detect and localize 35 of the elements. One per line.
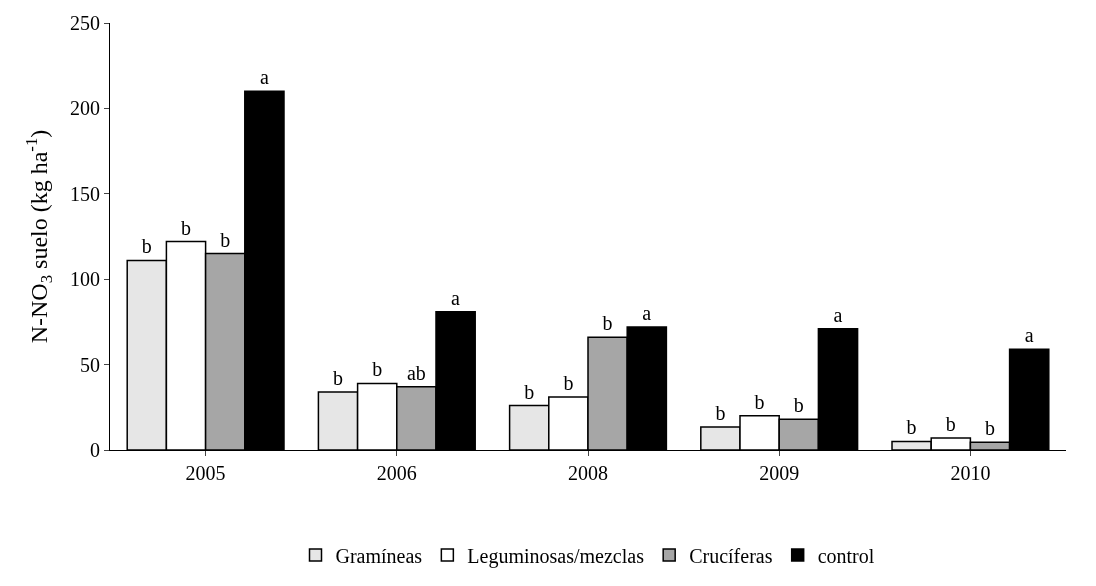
data-label: a (451, 286, 461, 309)
data-label: a (1024, 324, 1034, 347)
data-label: b (220, 228, 231, 251)
data-label: b (333, 366, 344, 389)
x-tick-label: 2005 (185, 462, 226, 484)
legend-label: Gramíneas (335, 544, 423, 567)
y-tick-label: 50 (80, 353, 100, 376)
data-label: b (715, 401, 726, 424)
data-label: b (906, 416, 917, 439)
data-label: b (985, 417, 995, 440)
data-label: b (793, 394, 804, 417)
data-label: b (141, 235, 152, 258)
x-tick-label: 2008 (568, 462, 608, 484)
data-label: a (642, 302, 652, 325)
data-label: b (524, 380, 535, 403)
y-tick-label: 0 (90, 439, 100, 461)
y-tick-label: 150 (70, 182, 100, 205)
legend-label: Leguminosas/mezclas (467, 544, 645, 568)
y-tick-label: 200 (70, 97, 100, 120)
data-label: b (181, 216, 191, 239)
y-tick-label: 250 (70, 12, 100, 34)
legend-label: control (817, 544, 875, 567)
legend-label: Crucíferas (689, 544, 773, 567)
y-tick-label: 100 (70, 268, 100, 291)
data-label: ab (406, 361, 426, 384)
data-label: b (754, 390, 765, 413)
x-tick-label: 2009 (759, 462, 800, 484)
x-tick-label: 2010 (950, 462, 991, 484)
data-label: a (259, 66, 269, 89)
data-label: b (372, 358, 383, 381)
x-tick-label: 2006 (376, 462, 417, 484)
data-label: b (602, 312, 613, 335)
data-label: b (563, 372, 574, 395)
data-label: a (833, 303, 843, 326)
data-label: b (945, 413, 956, 436)
